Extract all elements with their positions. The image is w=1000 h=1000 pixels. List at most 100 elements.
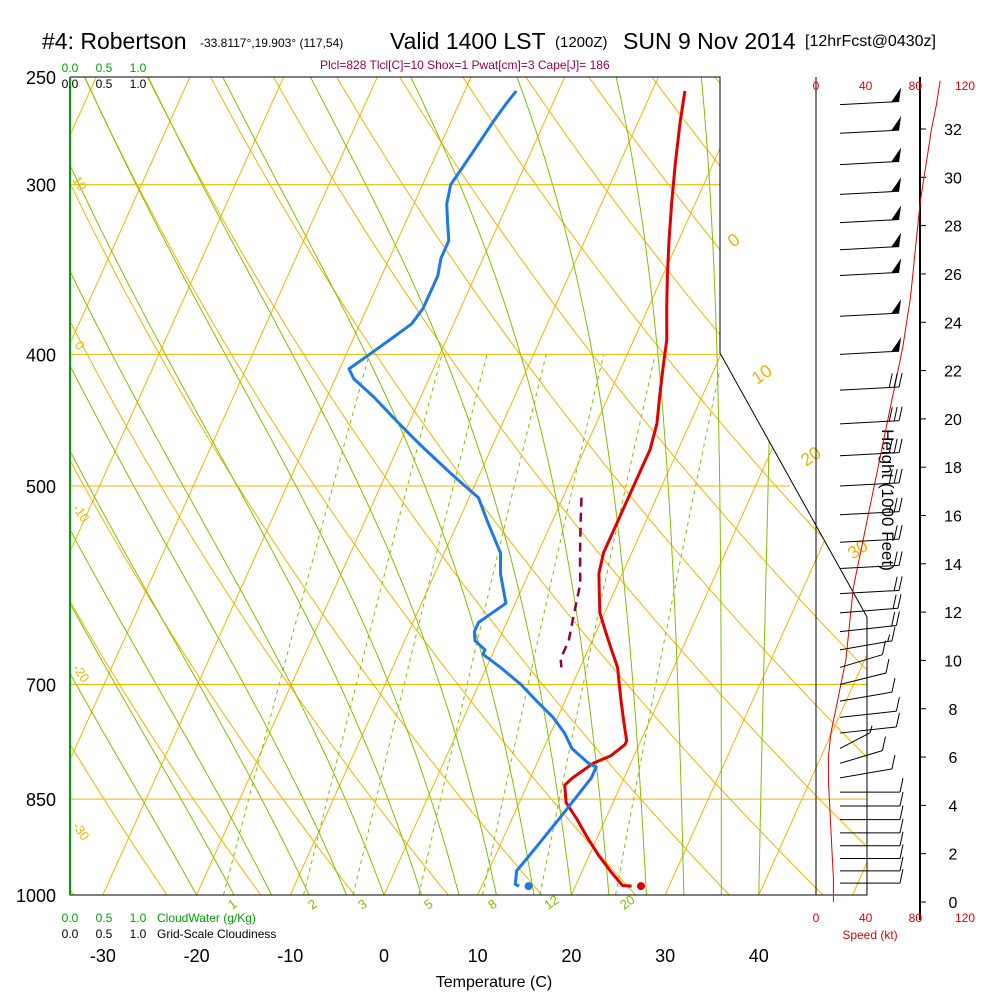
height-tick-label: 18 (944, 460, 962, 477)
dry-adiabat (70, 77, 262, 895)
height-tick-label: 30 (944, 170, 962, 187)
isotherm (0, 53, 13, 895)
height-tick-label: 2 (949, 847, 958, 864)
wind-barb (839, 468, 903, 487)
dry-adiabat (72, 77, 636, 895)
isotherm (570, 77, 867, 895)
pressure-tick-label: 500 (26, 477, 56, 497)
x-tick-label: -10 (277, 946, 303, 966)
dry-adiabat (446, 77, 867, 895)
dry-adiabat (322, 77, 867, 895)
wind-barb (839, 754, 896, 779)
cloudwater-tick-bottom: 0.5 (96, 911, 113, 925)
wind-barb (839, 497, 903, 516)
station-coords: -33.8117°,19.903° (117,54) (200, 36, 344, 50)
wind-barb (839, 697, 900, 718)
cloudwater-label: CloudWater (g/Kg) (157, 911, 256, 925)
title-row: #4: Robertson -33.8117°,19.903° (117,54)… (0, 28, 1000, 58)
wind-barb (839, 551, 903, 569)
height-tick-label: 20 (944, 412, 962, 429)
valid-time: Valid 1400 LST (390, 28, 546, 54)
isotherm (70, 77, 202, 895)
isotherm (758, 77, 867, 895)
dry-adiabat-label: -10 (70, 501, 93, 525)
wind-barb (839, 258, 902, 277)
moist-adiabat (70, 77, 198, 895)
pressure-tick-label: 1000 (16, 886, 56, 906)
wind-barb (839, 337, 902, 355)
x-tick-label: 0 (379, 946, 389, 966)
x-tick-label: -20 (184, 946, 210, 966)
moist-adiabat (516, 77, 647, 895)
mixing-ratio-line (482, 354, 605, 895)
wind-barb (839, 372, 903, 391)
height-tick-label: 26 (944, 267, 962, 284)
moist-adiabat-label: 30 (844, 535, 872, 563)
dry-adiabat (384, 77, 867, 895)
height-tick-label: 0 (949, 895, 958, 912)
dry-adiabat-label: 10 (70, 173, 91, 193)
pressure-tick-label: 850 (26, 790, 56, 810)
x-tick-label: 10 (468, 946, 488, 966)
wind-barb (839, 626, 896, 651)
height-tick-label: 32 (944, 122, 962, 139)
cloudwater-tick-top: 1.0 (130, 61, 147, 75)
speed-tick-bottom: 120 (955, 911, 975, 925)
x-tick-label: -30 (90, 946, 116, 966)
moist-adiabat (700, 77, 722, 895)
mixing-ratio-label: 1 (225, 896, 240, 912)
speed-tick-top: 0 (813, 79, 820, 93)
moist-adiabat (70, 77, 347, 895)
wind-barb (839, 594, 902, 614)
wind-barb (840, 856, 904, 872)
cloudiness-tick-bottom: 1.0 (130, 927, 147, 941)
wind-barb (839, 205, 902, 224)
speed-tick-bottom: 80 (909, 911, 923, 925)
wind-barb (839, 406, 903, 425)
grid-lines (0, 53, 867, 895)
moist-adiabat (70, 77, 422, 895)
height-tick-label: 8 (949, 702, 958, 719)
height-axis-label: Height (1000 Feet) (878, 429, 897, 571)
wind-barb (839, 87, 902, 106)
dry-adiabat (70, 77, 168, 895)
speed-label: Speed (kt) (842, 928, 897, 942)
wind-barb (839, 576, 903, 595)
moist-adiabat-label: 0 (724, 229, 744, 251)
moist-adiabat (70, 77, 235, 895)
speed-tick-bottom: 40 (859, 911, 873, 925)
height-tick-label: 22 (944, 364, 962, 381)
dry-adiabat (197, 77, 824, 895)
wind-barb (839, 177, 902, 195)
dry-adiabat (509, 77, 867, 895)
wind-barb (840, 805, 904, 821)
moist-adiabat (70, 77, 310, 895)
pressure-tick-label: 250 (26, 68, 56, 88)
mixing-ratio-line (615, 366, 720, 895)
wind-barb (839, 611, 900, 633)
mixing-ratio-label: 12 (541, 892, 561, 913)
isotherm (852, 77, 867, 895)
speed-tick-top: 40 (859, 79, 873, 93)
wind-barb (840, 868, 904, 884)
cloudiness-tick-top: 1.0 (130, 77, 147, 91)
moist-adiabat-label: 10 (748, 360, 776, 388)
wind-barb (839, 736, 886, 764)
wind-barb (839, 525, 903, 543)
moist-adiabat (615, 77, 685, 895)
height-tick-label: 12 (944, 605, 962, 622)
height-tick-label: 24 (944, 315, 962, 332)
speed-tick-bottom: 0 (813, 911, 820, 925)
wind-barb (839, 640, 886, 668)
wind-barb (839, 116, 902, 134)
wind-barb (840, 831, 904, 847)
mixing-ratio-label: 2 (305, 896, 320, 912)
cloudwater-tick-top: 0.5 (96, 61, 113, 75)
mixing-ratio-line (223, 354, 370, 895)
pressure-tick-label: 400 (26, 345, 56, 365)
height-tick-label: 6 (949, 750, 958, 767)
speed-tick-top: 120 (955, 79, 975, 93)
dry-adiabat (135, 77, 730, 895)
